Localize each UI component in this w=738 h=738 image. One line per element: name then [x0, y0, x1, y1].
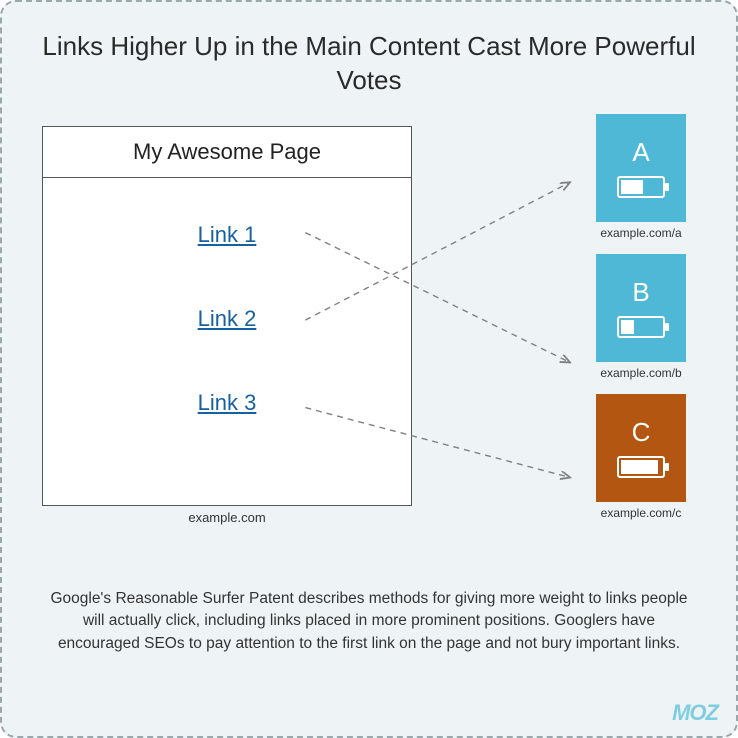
target-caption-a: example.com/a	[586, 226, 696, 240]
diagram-area: My Awesome Page Link 1 Link 2 Link 3 exa…	[32, 126, 706, 546]
battery-fill-c	[621, 460, 658, 474]
target-a: A example.com/a	[586, 114, 696, 240]
moz-logo: MOZ	[672, 700, 718, 726]
target-caption-c: example.com/c	[586, 506, 696, 520]
battery-icon	[617, 316, 665, 338]
target-caption-b: example.com/b	[586, 366, 696, 380]
source-page-caption: example.com	[42, 510, 412, 525]
description-text: Google's Reasonable Surfer Patent descri…	[32, 588, 706, 655]
battery-icon	[617, 176, 665, 198]
battery-fill-b	[621, 320, 634, 334]
infographic-frame: Links Higher Up in the Main Content Cast…	[0, 0, 738, 738]
target-letter-a: A	[632, 137, 649, 168]
battery-fill-a	[621, 180, 643, 194]
target-card-b: B	[596, 254, 686, 362]
infographic-title: Links Higher Up in the Main Content Cast…	[32, 30, 706, 98]
target-c: C example.com/c	[586, 394, 696, 520]
target-card-a: A	[596, 114, 686, 222]
target-b: B example.com/b	[586, 254, 696, 380]
target-card-c: C	[596, 394, 686, 502]
target-letter-b: B	[632, 277, 649, 308]
target-list: A example.com/a B example.com/b	[586, 114, 696, 520]
link-list: Link 1 Link 2 Link 3	[43, 178, 411, 416]
source-page-box: My Awesome Page Link 1 Link 2 Link 3	[42, 126, 412, 506]
link-2: Link 2	[198, 306, 257, 332]
source-page-header: My Awesome Page	[43, 127, 411, 178]
battery-icon	[617, 456, 665, 478]
link-3: Link 3	[198, 390, 257, 416]
link-1: Link 1	[198, 222, 257, 248]
target-letter-c: C	[632, 417, 651, 448]
